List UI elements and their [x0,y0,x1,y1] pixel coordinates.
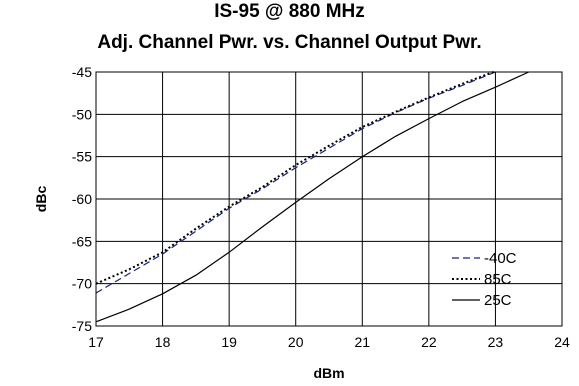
series-line [95,71,529,323]
series-layer [95,70,529,323]
series-line [95,70,496,285]
x-tick-label: 18 [155,334,171,350]
y-tick-label: -55 [72,149,92,165]
chart-title: IS-95 @ 880 MHz [214,1,365,22]
legend-label: 25C [484,292,512,309]
x-tick-label: 22 [421,334,437,350]
x-tick-label: 24 [554,334,570,350]
y-tick-label: -75 [72,318,92,334]
x-tick-label: 17 [88,334,104,350]
x-tick-label: 20 [288,334,304,350]
legend-label: -40C [484,250,517,267]
x-tick-label: 23 [488,334,504,350]
y-tick-label: -50 [72,106,92,122]
legend: -40C 85C 25C [452,250,517,309]
y-tick-label: -60 [72,191,92,207]
series-line [95,71,496,294]
y-tick-label: -45 [72,64,92,80]
legend-label: 85C [484,271,512,288]
x-axis-label: dBm [313,365,344,381]
y-tick-label: -70 [72,276,92,292]
y-axis-label: dBc [33,186,49,213]
y-tick-labels: -45 -50 -55 -60 -65 -70 -75 [72,64,92,334]
x-tick-label: 19 [221,334,237,350]
plot-frame [95,71,563,327]
chart-subtitle: Adj. Channel Pwr. vs. Channel Output Pwr… [97,32,482,53]
x-tick-label: 21 [354,334,370,350]
y-tick-label: -65 [72,233,92,249]
x-tick-labels: 17 18 19 20 21 22 23 24 [88,334,570,350]
